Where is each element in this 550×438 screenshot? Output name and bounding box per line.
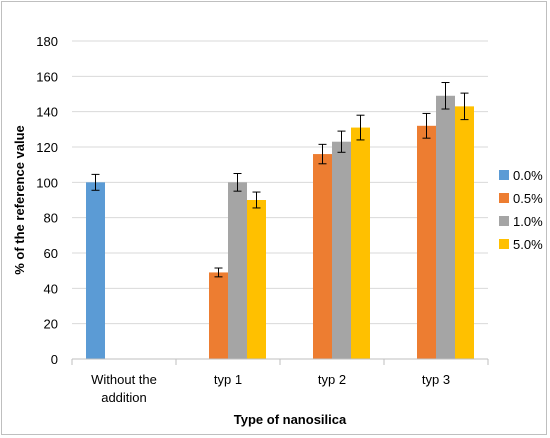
- bar-5.0%-1: [247, 200, 266, 359]
- legend-label: 0.0%: [513, 168, 543, 183]
- bar-0.5%-1: [209, 272, 228, 359]
- bar-1.0%-1: [228, 182, 247, 359]
- x-axis-title: Type of nanosilica: [234, 412, 347, 427]
- x-tick-label: Without the: [91, 372, 157, 387]
- bar-0.0%-0: [86, 182, 105, 359]
- x-tick-label: typ 3: [422, 372, 450, 387]
- legend-swatch: [499, 170, 509, 180]
- y-tick-label: 160: [36, 69, 58, 84]
- x-tick-labels: Without the addition typ 1 typ 2 typ 3: [91, 372, 450, 405]
- y-tick-label: 100: [36, 175, 58, 190]
- legend-label: 0.5%: [513, 191, 543, 206]
- legend-swatch: [499, 239, 509, 249]
- x-tick-label: typ 2: [318, 372, 346, 387]
- y-tick-label: 60: [44, 246, 58, 261]
- y-tick-labels: 0 20 40 60 80 100 120 140 160 180: [36, 34, 58, 367]
- error-bars: [91, 82, 469, 278]
- y-tick-label: 80: [44, 211, 58, 226]
- axes: [71, 358, 489, 365]
- y-tick-label: 0: [51, 352, 58, 367]
- legend-swatch: [499, 193, 509, 203]
- bar-0.5%-2: [313, 154, 332, 359]
- bar-1.0%-3: [436, 95, 455, 360]
- y-tick-label: 120: [36, 140, 58, 155]
- bars: [86, 95, 474, 360]
- x-tick-label: typ 1: [214, 372, 242, 387]
- legend: 0.0% 0.5% 1.0% 5.0%: [499, 168, 543, 252]
- legend-swatch: [499, 216, 509, 226]
- y-axis-title: % of the reference value: [12, 125, 27, 275]
- y-tick-label: 40: [44, 281, 58, 296]
- x-tick-label: addition: [101, 390, 147, 405]
- legend-label: 1.0%: [513, 214, 543, 229]
- legend-label: 5.0%: [513, 237, 543, 252]
- y-tick-label: 20: [44, 317, 58, 332]
- y-tick-label: 180: [36, 34, 58, 49]
- bar-5.0%-2: [351, 127, 370, 359]
- y-tick-label: 140: [36, 105, 58, 120]
- bar-5.0%-3: [455, 106, 474, 359]
- bar-1.0%-2: [332, 141, 351, 359]
- bar-0.5%-3: [417, 125, 436, 359]
